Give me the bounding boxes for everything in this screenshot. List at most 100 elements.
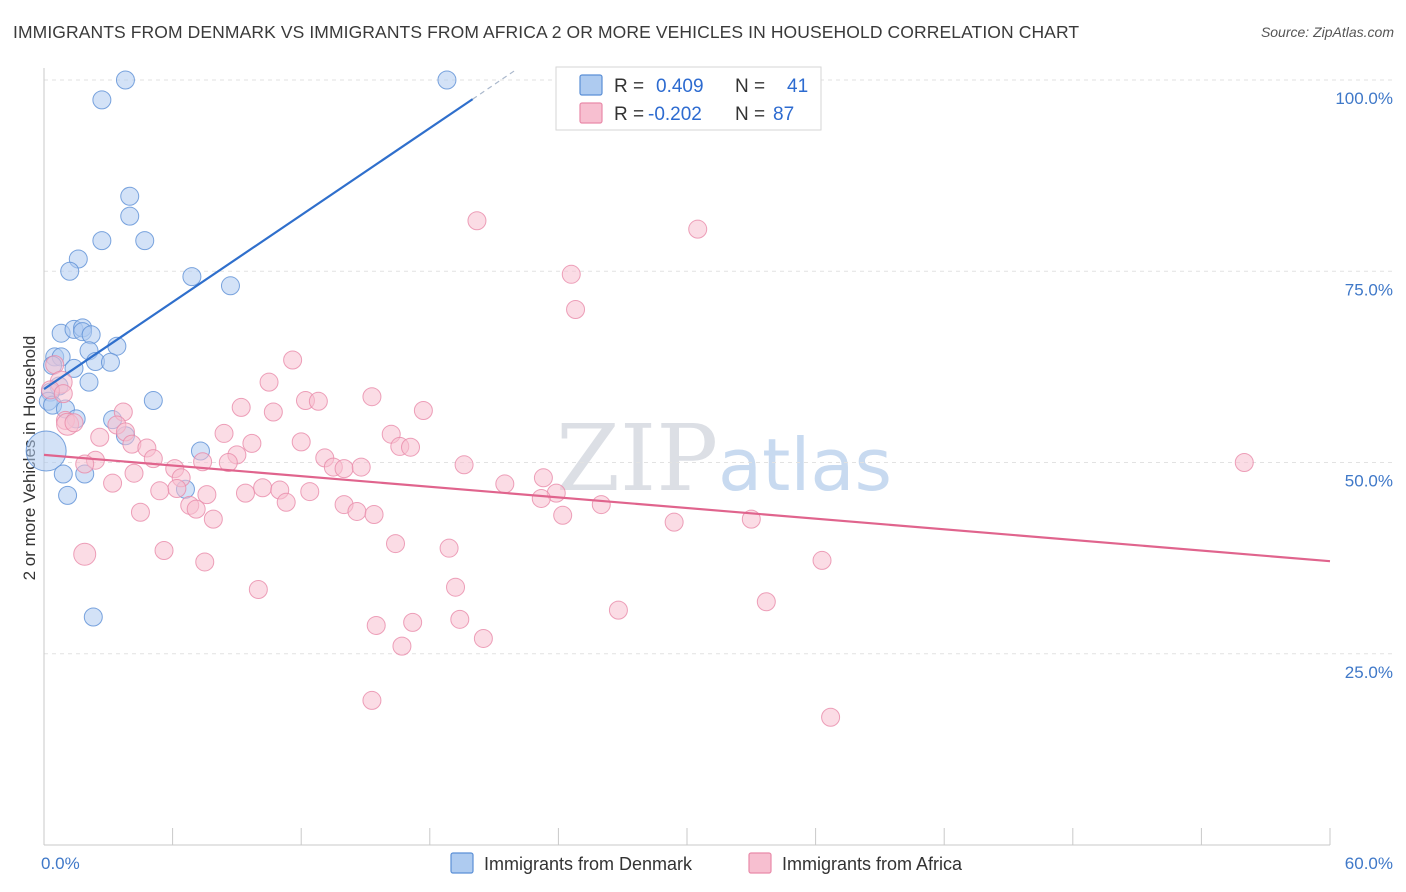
point-africa-61: [186, 499, 206, 519]
point-africa-64: [364, 505, 384, 525]
point-africa-66: [203, 509, 223, 529]
point-africa-42: [334, 459, 354, 479]
y-tick-label-75: 75.0%: [1345, 280, 1393, 299]
point-africa-29: [401, 437, 421, 457]
point-africa-70: [439, 538, 459, 558]
point-africa-81: [366, 615, 386, 635]
point-africa-2: [561, 264, 581, 284]
point-africa-65: [553, 505, 573, 525]
legend-swatch-denmark: [579, 74, 603, 96]
point-africa-75: [446, 577, 466, 597]
point-africa-77: [756, 592, 776, 612]
point-africa-78: [608, 600, 628, 620]
point-africa-26: [242, 433, 262, 453]
point-africa-85: [821, 707, 841, 727]
point-africa-25: [291, 432, 311, 452]
point-denmark-36: [53, 464, 73, 484]
point-denmark-28: [143, 391, 163, 411]
legend-n-label-africa: N =: [735, 104, 765, 125]
point-africa-52: [300, 482, 320, 502]
point-africa-12: [308, 391, 328, 411]
y-tick-labels: 25.0% 50.0% 75.0% 100.0%: [1335, 89, 1393, 682]
point-denmark-0: [115, 70, 135, 90]
point-africa-49: [253, 478, 273, 498]
x-tick-label-max: 60.0%: [1345, 854, 1393, 873]
point-africa-53: [235, 483, 255, 503]
trend-line-africa: [43, 453, 1331, 563]
point-africa-45: [533, 468, 553, 488]
point-africa-3: [566, 300, 586, 319]
point-denmark-3: [120, 186, 140, 206]
point-africa-73: [812, 550, 832, 570]
legend-r-label-africa: R =: [614, 104, 644, 125]
point-africa-6: [259, 372, 279, 392]
chart-title: IMMIGRANTS FROM DENMARK VS IMMIGRANTS FR…: [13, 22, 1080, 42]
point-denmark-40: [83, 607, 103, 627]
point-africa-19: [64, 413, 84, 433]
point-denmark-24: [79, 372, 99, 392]
series-africa-points: [40, 211, 1254, 727]
watermark-zip: ZIP: [556, 405, 718, 512]
trend-line-denmark-extension: [472, 69, 516, 100]
point-africa-46: [103, 473, 123, 493]
point-denmark-35: [25, 430, 67, 472]
point-africa-82: [473, 628, 493, 648]
legend-n-value-denmark: 41: [787, 76, 808, 97]
trend-line-denmark: [43, 98, 474, 390]
point-africa-24: [90, 427, 110, 447]
point-africa-0: [467, 211, 487, 231]
series-legend-label-denmark: Immigrants from Denmark: [484, 854, 693, 874]
legend-r-label-denmark: R =: [614, 76, 644, 97]
point-africa-50: [150, 481, 170, 501]
series-legend-swatch-africa: [748, 852, 772, 874]
watermark: ZIP atlas: [556, 405, 892, 512]
point-denmark-4: [120, 206, 140, 226]
point-africa-38: [454, 455, 474, 475]
point-africa-86: [124, 463, 144, 483]
point-africa-39: [1234, 453, 1254, 472]
point-africa-57: [276, 492, 296, 512]
point-africa-74: [195, 552, 215, 572]
point-denmark-10: [220, 276, 240, 296]
y-tick-label-100: 100.0%: [1335, 89, 1393, 108]
point-africa-14: [413, 400, 433, 420]
point-africa-47: [495, 474, 515, 494]
point-africa-43: [351, 457, 371, 477]
source-label: Source: ZipAtlas.com: [1260, 24, 1394, 40]
point-denmark-1: [437, 70, 457, 90]
point-africa-63: [130, 502, 150, 522]
point-africa-10: [362, 387, 382, 407]
x-tick-label-min: 0.0%: [41, 854, 80, 873]
x-ticks: [43, 828, 1331, 845]
series-legend-label-africa: Immigrants from Africa: [782, 854, 963, 874]
y-tick-label-50: 50.0%: [1345, 472, 1393, 491]
series-denmark-points: [25, 70, 457, 627]
trend-lines: [43, 69, 1331, 563]
legend-n-value-africa: 87: [773, 104, 794, 125]
point-africa-22: [214, 423, 234, 443]
legend-swatch-africa: [579, 102, 603, 124]
point-africa-9: [53, 384, 73, 404]
point-africa-62: [347, 501, 367, 521]
stats-legend: R = 0.409 N = 41 R = -0.202 N = 87: [555, 66, 822, 131]
point-africa-16: [263, 402, 283, 422]
point-africa-35: [193, 452, 213, 472]
legend-r-value-africa: -0.202: [648, 104, 702, 125]
point-africa-71: [154, 540, 174, 560]
point-africa-48: [167, 479, 187, 499]
point-africa-56: [531, 488, 551, 508]
watermark-atlas: atlas: [718, 423, 892, 507]
point-denmark-39: [58, 485, 78, 505]
point-africa-55: [197, 485, 217, 505]
point-africa-36: [218, 453, 238, 472]
point-denmark-21: [100, 352, 120, 372]
series-legend: Immigrants from Denmark Immigrants from …: [450, 852, 963, 874]
y-tick-label-25: 25.0%: [1345, 663, 1393, 682]
point-africa-60: [591, 495, 611, 515]
point-africa-80: [403, 612, 423, 632]
legend-n-label-denmark: N =: [735, 76, 765, 97]
gridlines: [44, 79, 1393, 655]
point-africa-84: [362, 690, 382, 710]
point-africa-69: [386, 534, 406, 554]
